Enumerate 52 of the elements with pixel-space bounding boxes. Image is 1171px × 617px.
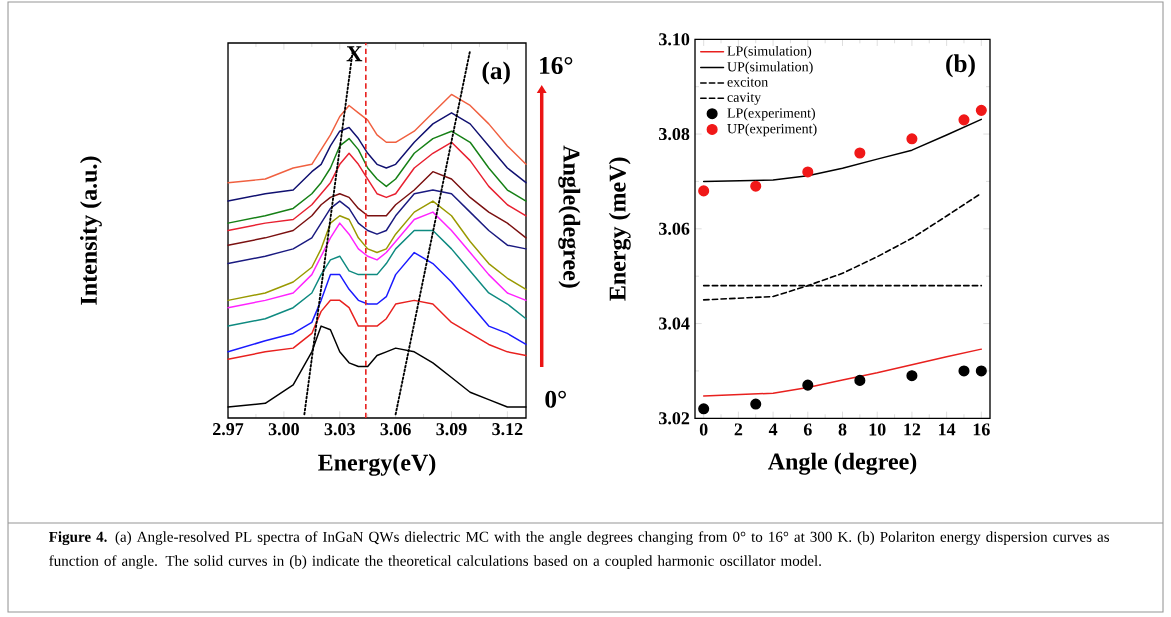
x-axis-title: Angle (degree) <box>767 452 917 475</box>
y2-axis-title: Angle(degree) <box>558 145 581 288</box>
y-tick-label: 3.04 <box>659 317 690 330</box>
line-series <box>702 348 983 397</box>
x-tick-label: 0 <box>699 423 708 436</box>
point <box>750 180 762 192</box>
x-tick-label: 3.06 <box>380 423 411 436</box>
point <box>975 104 987 116</box>
y-tick-label: 3.06 <box>659 222 690 235</box>
point <box>698 185 710 197</box>
x-tick-label: 14 <box>939 423 956 436</box>
x-tick-label: 16 <box>973 423 990 436</box>
point <box>906 370 918 382</box>
text: Figure 4. (a) Angle-resolved PL spectra of InGaN QWs dielectric MC with the angle degrees changing from 0° to 16° at 300 K. (b) Polariton energy dispersion curves as function of angle. The solid curves in (b) indicate the theoretical calculations based on a coupled harmonic oscillator model. <box>48 531 1110 569</box>
y-tick-label: 3.02 <box>659 412 690 425</box>
x-tick-label: 6 <box>803 423 812 436</box>
x-tick-label: 8 <box>838 423 847 436</box>
y-axis-title: Energy (meV) <box>608 157 631 301</box>
annotation: (b) <box>946 54 975 78</box>
legend-label: exciton <box>727 77 768 87</box>
x-tick-label: 2.97 <box>213 423 244 436</box>
legend-label: LP(simulation) <box>727 45 812 59</box>
x-tick-label: 3.00 <box>268 423 299 436</box>
x-axis-title: Energy(eV) <box>318 453 436 476</box>
y-axis-title: Intensity (a.u.) <box>80 156 102 305</box>
point <box>854 147 866 159</box>
legend-label: UP(experiment) <box>727 123 817 137</box>
point <box>802 379 814 391</box>
text: 0° <box>545 390 566 408</box>
x-tick-label: 3.03 <box>324 423 355 436</box>
point <box>958 114 970 126</box>
point <box>854 374 866 386</box>
annotation: (a) <box>482 61 510 85</box>
point <box>802 166 814 178</box>
y-tick-label: 3.08 <box>659 127 690 141</box>
legend-label: LP(experiment) <box>727 107 815 121</box>
y-tick-label: 3.10 <box>659 33 690 46</box>
point <box>975 365 987 377</box>
x-tick-label: 10 <box>869 423 886 436</box>
legend-label: cavity <box>727 92 762 105</box>
point <box>698 403 710 415</box>
point <box>906 133 918 145</box>
x-tick-label: 3.12 <box>492 423 523 436</box>
point <box>958 365 970 377</box>
x-tick-label: 2 <box>734 423 743 436</box>
legend-label: UP(simulation) <box>727 61 813 75</box>
ref-line-label: X <box>346 46 363 62</box>
point <box>750 398 762 410</box>
x-tick-label: 3.09 <box>436 423 467 436</box>
x-tick-label: 12 <box>904 423 921 436</box>
x-tick-label: 4 <box>768 423 778 436</box>
text: 16° <box>540 56 573 75</box>
